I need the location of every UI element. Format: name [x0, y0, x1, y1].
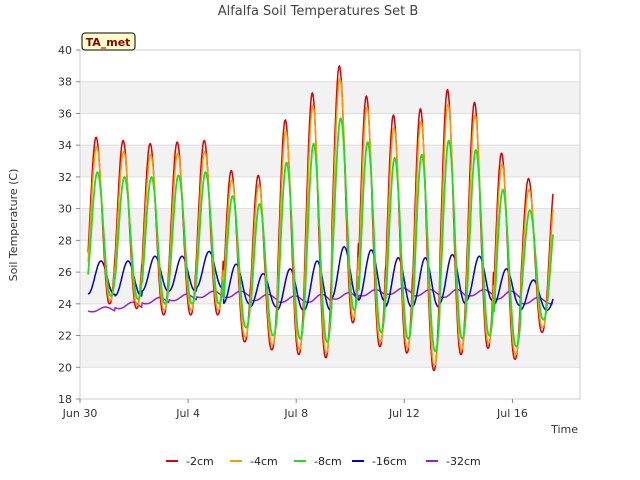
y-tick-label: 30	[58, 203, 72, 216]
legend-item-label: -4cm	[250, 455, 278, 468]
plot-band	[80, 50, 580, 82]
plot-band	[80, 81, 580, 114]
x-tick-label: Jun 30	[62, 407, 98, 420]
series-lines	[87, 65, 554, 372]
x-tick-label: Jul 4	[175, 407, 200, 420]
legend-item-label: -8cm	[314, 455, 342, 468]
x-tick-label: Jul 16	[496, 407, 528, 420]
badge-label: TA_met	[86, 36, 131, 49]
chart-title: Alfalfa Soil Temperatures Set B	[218, 4, 419, 19]
plot-band	[80, 113, 580, 146]
x-tick-label: Jul 12	[388, 407, 420, 420]
plot-band	[80, 208, 580, 241]
y-axis: 18 20 22 24 26 28 30 32 34 36 38 40	[58, 44, 80, 406]
y-tick-label: 38	[58, 76, 72, 89]
y-tick-label: 24	[58, 298, 72, 311]
legend-item-label: -2cm	[186, 455, 214, 468]
y-tick-label: 26	[58, 266, 72, 279]
x-axis-label: Time	[550, 423, 578, 436]
x-axis: Jun 30 Jul 4 Jul 8 Jul 12 Jul 16	[62, 399, 528, 420]
y-tick-label: 28	[58, 234, 72, 247]
plot-band	[80, 367, 580, 399]
y-tick-label: 20	[58, 361, 72, 374]
y-tick-label: 34	[58, 139, 72, 152]
y-tick-label: 18	[58, 393, 72, 406]
plot-background	[80, 50, 580, 399]
badge: TA_met	[81, 32, 136, 51]
plot-band	[80, 335, 580, 368]
series-line-minus-8cm	[87, 117, 554, 353]
x-tick-label: Jul 8	[283, 407, 308, 420]
plot-frame	[79, 49, 581, 400]
y-axis-label: Soil Temperature (C)	[7, 169, 20, 282]
legend-item-label: -32cm	[446, 455, 481, 468]
legend-item-label: -16cm	[372, 455, 407, 468]
y-tick-label: 36	[58, 107, 72, 120]
y-tick-label: 32	[58, 171, 72, 184]
legend: -2cm -4cm -8cm -16cm -32cm	[166, 455, 481, 468]
plot-band	[80, 145, 580, 177]
y-tick-label: 22	[58, 330, 72, 343]
y-tick-label: 40	[58, 44, 72, 57]
